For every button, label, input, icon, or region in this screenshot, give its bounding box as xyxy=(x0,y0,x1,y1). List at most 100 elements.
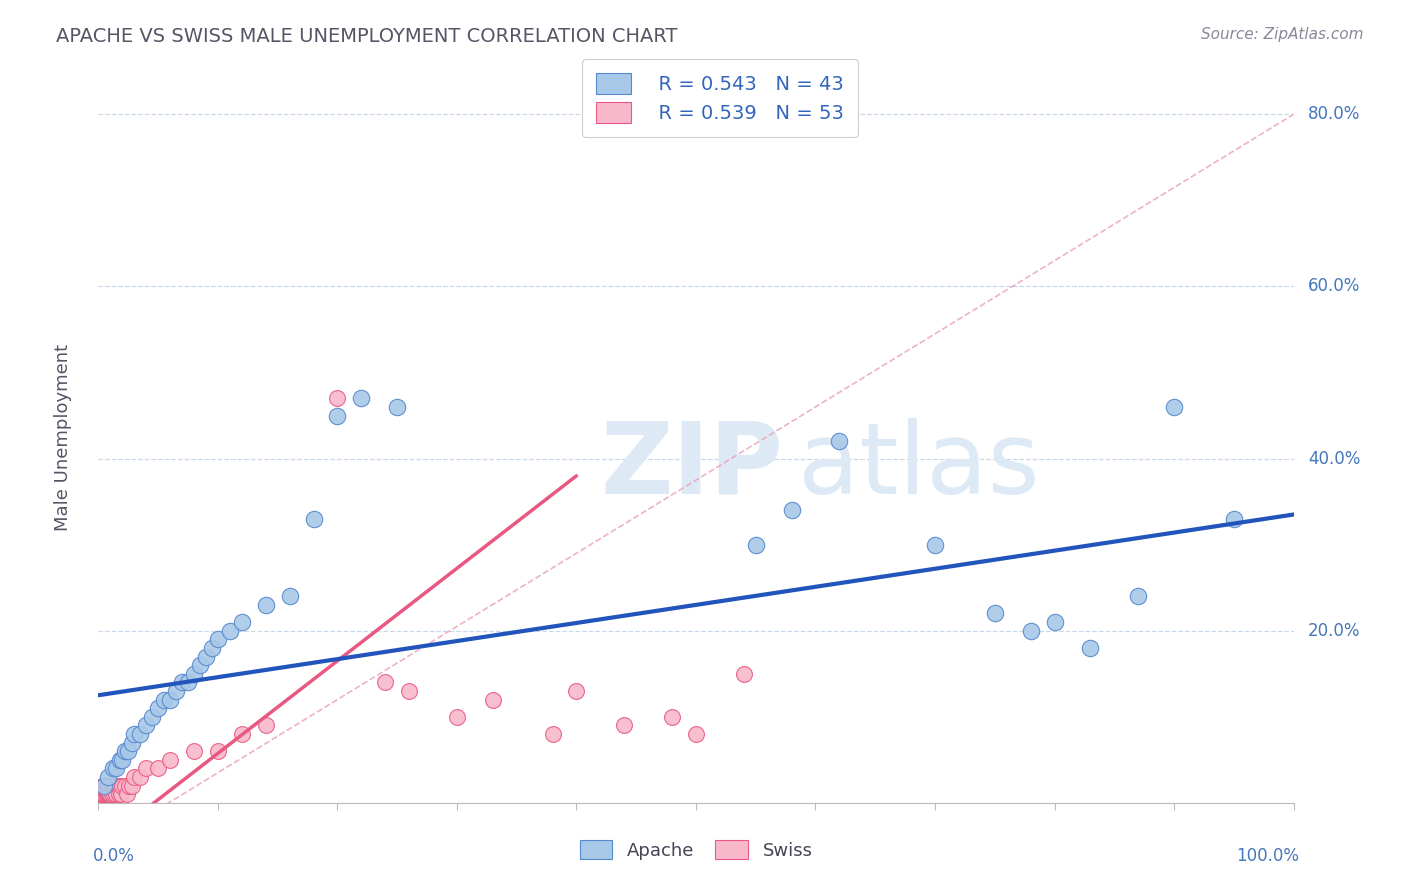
Point xyxy=(565,684,588,698)
Point xyxy=(124,727,146,741)
Text: 60.0%: 60.0% xyxy=(1308,277,1360,295)
Point xyxy=(135,718,157,732)
Point xyxy=(91,779,114,793)
Text: ZIP: ZIP xyxy=(600,417,783,515)
Point xyxy=(661,710,683,724)
Text: 100.0%: 100.0% xyxy=(1236,847,1299,864)
Point xyxy=(159,753,181,767)
Point xyxy=(111,753,134,767)
Point xyxy=(148,761,170,775)
Point xyxy=(93,779,115,793)
Point xyxy=(1163,400,1185,414)
Point xyxy=(207,744,229,758)
Point xyxy=(148,701,170,715)
Point xyxy=(446,710,468,724)
Point xyxy=(91,779,114,793)
Point xyxy=(104,779,127,793)
Point xyxy=(108,779,131,793)
Point xyxy=(231,727,253,741)
Point xyxy=(141,710,163,724)
Point xyxy=(101,779,124,793)
Point xyxy=(153,692,176,706)
Point xyxy=(101,761,124,775)
Point xyxy=(98,787,122,801)
Point xyxy=(398,684,420,698)
Point xyxy=(111,779,134,793)
Point xyxy=(94,779,117,793)
Point xyxy=(105,787,128,801)
Point xyxy=(1043,615,1066,629)
Point xyxy=(201,640,224,655)
Point xyxy=(114,744,136,758)
Point xyxy=(172,675,194,690)
Point xyxy=(374,675,396,690)
Point xyxy=(124,770,146,784)
Legend: Apache, Swiss: Apache, Swiss xyxy=(572,832,820,867)
Point xyxy=(326,409,349,423)
Point xyxy=(613,718,636,732)
Text: 80.0%: 80.0% xyxy=(1308,105,1360,123)
Point xyxy=(481,692,505,706)
Point xyxy=(254,598,277,612)
Point xyxy=(195,649,218,664)
Point xyxy=(685,727,707,741)
Point xyxy=(1019,624,1042,638)
Point xyxy=(135,761,157,775)
Point xyxy=(121,735,143,749)
Point xyxy=(183,666,205,681)
Point xyxy=(219,624,242,638)
Point xyxy=(105,761,128,775)
Point xyxy=(326,392,349,406)
Point xyxy=(93,787,115,801)
Point xyxy=(93,779,115,793)
Point xyxy=(89,787,111,801)
Point xyxy=(188,658,211,673)
Point xyxy=(91,787,114,801)
Point xyxy=(828,434,851,449)
Point xyxy=(98,787,121,801)
Point xyxy=(254,718,277,732)
Point xyxy=(107,779,129,793)
Point xyxy=(129,770,152,784)
Text: Source: ZipAtlas.com: Source: ZipAtlas.com xyxy=(1201,27,1364,42)
Point xyxy=(94,787,117,801)
Point xyxy=(177,675,200,690)
Point xyxy=(97,779,120,793)
Point xyxy=(97,787,120,801)
Point xyxy=(100,779,122,793)
Point xyxy=(984,607,1007,621)
Point xyxy=(745,538,768,552)
Point xyxy=(96,779,118,793)
Point xyxy=(107,787,129,801)
Point xyxy=(110,787,132,801)
Point xyxy=(103,787,125,801)
Point xyxy=(231,615,253,629)
Point xyxy=(733,666,755,681)
Point xyxy=(121,779,143,793)
Point xyxy=(780,503,803,517)
Point xyxy=(98,787,122,801)
Point xyxy=(91,787,114,801)
Text: atlas: atlas xyxy=(797,417,1039,515)
Point xyxy=(924,538,946,552)
Point xyxy=(207,632,229,647)
Point xyxy=(1080,640,1102,655)
Point xyxy=(350,392,373,406)
Point xyxy=(108,753,131,767)
Point xyxy=(90,787,112,801)
Y-axis label: Male Unemployment: Male Unemployment xyxy=(53,343,72,531)
Point xyxy=(1223,512,1246,526)
Point xyxy=(183,744,205,758)
Point xyxy=(159,692,181,706)
Text: APACHE VS SWISS MALE UNEMPLOYMENT CORRELATION CHART: APACHE VS SWISS MALE UNEMPLOYMENT CORREL… xyxy=(56,27,678,45)
Point xyxy=(96,787,118,801)
Point xyxy=(115,787,138,801)
Point xyxy=(541,727,564,741)
Point xyxy=(114,779,136,793)
Point xyxy=(118,779,141,793)
Point xyxy=(100,787,122,801)
Point xyxy=(97,770,120,784)
Text: 20.0%: 20.0% xyxy=(1308,622,1361,640)
Text: 40.0%: 40.0% xyxy=(1308,450,1360,467)
Point xyxy=(1128,589,1150,603)
